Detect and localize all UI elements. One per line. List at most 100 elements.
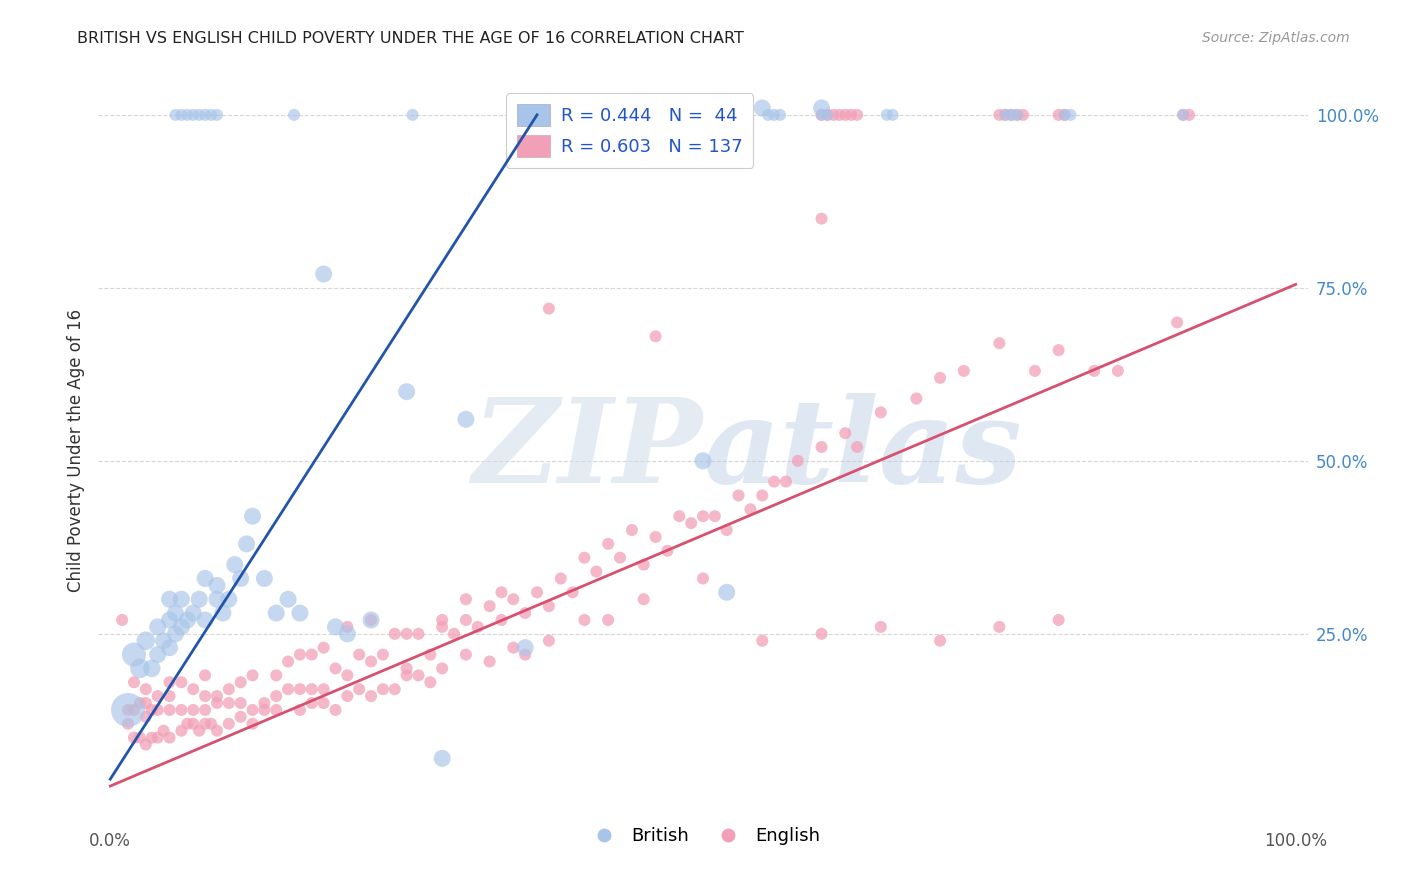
Point [823, 108, 845, 122]
Text: ZIP: ZIP [472, 393, 703, 508]
Point [235, 537, 257, 551]
Point [395, 661, 418, 675]
Point [159, 675, 181, 690]
Point [395, 384, 418, 399]
Point [419, 648, 441, 662]
Point [229, 696, 252, 710]
Point [988, 336, 1011, 351]
Point [205, 689, 228, 703]
Point [454, 648, 477, 662]
Point [834, 108, 856, 122]
Point [336, 627, 359, 641]
Point [598, 613, 620, 627]
Point [432, 751, 454, 765]
Point [692, 454, 714, 468]
Point [633, 558, 655, 572]
Point [1107, 364, 1129, 378]
Point [242, 668, 264, 682]
Point [371, 682, 394, 697]
Point [716, 585, 738, 599]
Point [301, 648, 323, 662]
Point [1166, 315, 1188, 329]
Point [703, 509, 725, 524]
Point [181, 703, 204, 717]
Point [1047, 613, 1070, 627]
Point [135, 738, 157, 752]
Point [846, 108, 869, 122]
Point [288, 648, 311, 662]
Point [336, 620, 359, 634]
Point [218, 592, 240, 607]
Point [454, 412, 477, 426]
Point [277, 682, 299, 697]
Point [598, 537, 620, 551]
Point [1005, 108, 1028, 122]
Point [159, 613, 181, 627]
Legend: British, English: British, English [578, 820, 828, 853]
Point [994, 108, 1017, 122]
Point [810, 627, 832, 641]
Point [165, 108, 187, 122]
Point [212, 606, 235, 620]
Point [170, 592, 193, 607]
Text: BRITISH VS ENGLISH CHILD POVERTY UNDER THE AGE OF 16 CORRELATION CHART: BRITISH VS ENGLISH CHILD POVERTY UNDER T… [77, 31, 744, 46]
Point [242, 716, 264, 731]
Point [229, 710, 252, 724]
Point [325, 620, 347, 634]
Point [810, 108, 832, 122]
Point [122, 703, 145, 717]
Point [515, 648, 537, 662]
Point [312, 682, 335, 697]
Point [432, 661, 454, 675]
Point [1047, 108, 1070, 122]
Point [194, 689, 217, 703]
Point [360, 613, 382, 627]
Point [502, 640, 524, 655]
Point [146, 620, 169, 634]
Point [135, 696, 157, 710]
Point [117, 716, 139, 731]
Point [550, 572, 572, 586]
Point [443, 627, 465, 641]
Point [253, 696, 276, 710]
Point [325, 661, 347, 675]
Point [200, 716, 222, 731]
Point [188, 592, 211, 607]
Point [763, 108, 786, 122]
Point [839, 108, 862, 122]
Point [146, 689, 169, 703]
Point [1178, 108, 1201, 122]
Point [846, 440, 869, 454]
Point [218, 716, 240, 731]
Point [360, 655, 382, 669]
Point [194, 613, 217, 627]
Point [668, 509, 690, 524]
Point [1083, 364, 1105, 378]
Point [301, 696, 323, 710]
Point [194, 572, 217, 586]
Point [905, 392, 928, 406]
Point [633, 592, 655, 607]
Point [200, 108, 222, 122]
Point [419, 675, 441, 690]
Point [988, 108, 1011, 122]
Point [117, 703, 139, 717]
Point [432, 620, 454, 634]
Point [882, 108, 904, 122]
Point [312, 640, 335, 655]
Point [218, 696, 240, 710]
Point [253, 572, 276, 586]
Point [117, 703, 139, 717]
Point [1053, 108, 1076, 122]
Point [264, 703, 287, 717]
Point [994, 108, 1017, 122]
Point [869, 620, 891, 634]
Point [111, 613, 134, 627]
Point [325, 703, 347, 717]
Point [176, 613, 198, 627]
Point [141, 661, 163, 675]
Point [122, 675, 145, 690]
Point [401, 108, 423, 122]
Point [264, 689, 287, 703]
Point [817, 108, 839, 122]
